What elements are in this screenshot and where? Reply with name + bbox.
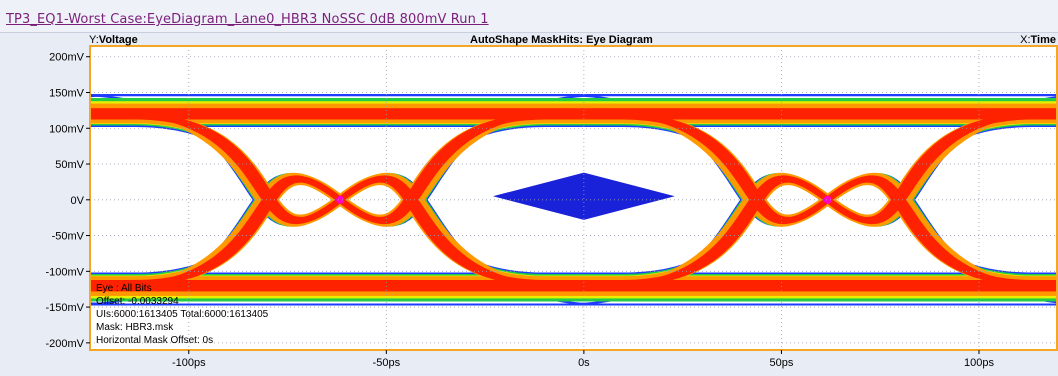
info-eye-bits: Eye : All Bits: [96, 283, 152, 294]
y-axis-prefix: Y:: [89, 34, 99, 46]
measurement-title-link[interactable]: TP3_EQ1-Worst Case:EyeDiagram_Lane0_HBR3…: [6, 12, 489, 27]
x-axis-name: Time: [1030, 34, 1056, 46]
y-tick-label: 0V: [71, 195, 85, 207]
crossing-hotspot: [336, 195, 345, 204]
y-tick-label: -150mV: [45, 302, 84, 314]
y-tick-label: 100mV: [49, 123, 85, 135]
x-tick-label: 100ps: [964, 357, 994, 369]
chart-title: AutoShape MaskHits: Eye Diagram: [470, 34, 653, 46]
x-tick-label: -50ps: [373, 357, 401, 369]
y-tick-label: -50mV: [52, 231, 85, 243]
y-tick-label: 50mV: [55, 159, 84, 171]
x-axis-header: X:Time: [1020, 34, 1056, 46]
x-tick-label: 0s: [578, 357, 590, 369]
plot-grid: [90, 46, 1058, 350]
x-tick-label: 50ps: [769, 357, 793, 369]
info-ui-count: UIs:6000:1613405 Total:6000:1613405: [96, 309, 269, 320]
plot-border: [89, 45, 1058, 351]
info-mask-file: Mask: HBR3.msk: [96, 322, 174, 333]
x-tick-label: -100ps: [172, 357, 206, 369]
y-tick-label: -200mV: [45, 338, 84, 350]
crossing-hotspot: [823, 195, 832, 204]
y-axis-header: Y:Voltage: [89, 34, 138, 46]
info-horizontal-mask-offset: Horizontal Mask Offset: 0s: [96, 335, 214, 346]
y-axis-name: Voltage: [98, 34, 138, 46]
info-offset: Offset: -0.0033294: [96, 296, 179, 307]
y-tick-label: 200mV: [49, 52, 85, 64]
eye-mask-diamond: [493, 172, 675, 220]
y-tick-label: 150mV: [49, 87, 85, 99]
x-axis-prefix: X:: [1020, 34, 1031, 46]
eye-traces: [90, 94, 1058, 306]
y-tick-label: -100mV: [45, 266, 84, 278]
